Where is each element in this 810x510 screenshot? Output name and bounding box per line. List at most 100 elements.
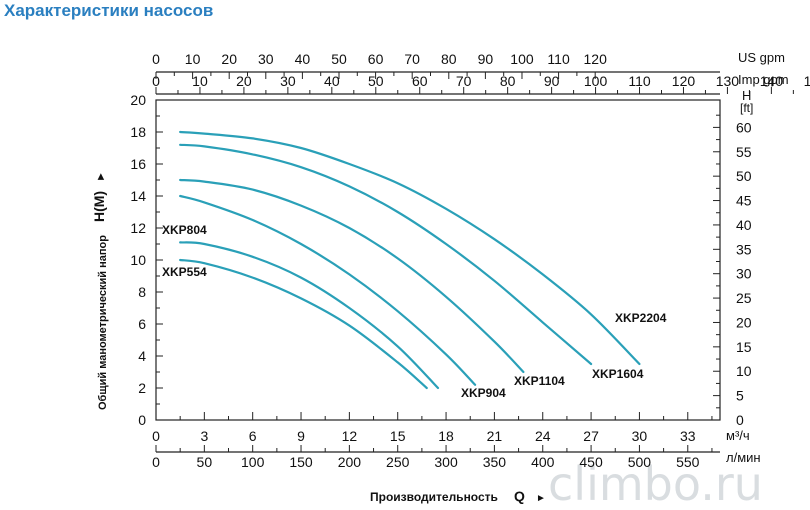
curve-xkp904 <box>179 194 477 386</box>
x-tick-label-impgpm: 150 <box>804 73 810 89</box>
x-tick-label-m3h: 6 <box>249 428 257 444</box>
x-tick-label-impgpm: 90 <box>544 73 560 89</box>
y-tick-label-ft: 35 <box>736 241 752 257</box>
curve-labels-layer: XKP554 XKP804 XKP904 XKP1104 XKP1604 XKP2204 <box>162 223 667 400</box>
y-tick-label-ft: 40 <box>736 217 752 233</box>
x-tick-label-impgpm: 100 <box>584 73 608 89</box>
curve-xkp554 <box>179 258 428 390</box>
y-axis-symbol: H(M) <box>91 191 107 222</box>
curve-xkp2204 <box>179 130 641 366</box>
top-unit-usgpm: US gpm <box>738 50 785 65</box>
x-tick-label-lmin: 0 <box>152 454 160 470</box>
x-tick-label-impgpm: 60 <box>412 73 428 89</box>
x-tick-label-usgpm: 80 <box>441 51 457 67</box>
x-axis-arrow-icon: ► <box>536 493 546 504</box>
bottom-unit-m3h: м³/ч <box>726 428 750 443</box>
y-tick-label-ft: 25 <box>736 290 752 306</box>
x-tick-label-impgpm: 120 <box>672 73 696 89</box>
x-tick-label-usgpm: 110 <box>547 51 570 67</box>
x-tick-label-m3h: 9 <box>297 428 305 444</box>
x-tick-label-lmin: 400 <box>531 454 555 470</box>
x-tick-label-impgpm: 0 <box>152 73 160 89</box>
y-tick-label-ft: 20 <box>736 314 752 330</box>
right-unit-ft: [ft] <box>740 101 753 115</box>
x-tick-label-impgpm: 40 <box>324 73 340 89</box>
x-tick-label-lmin: 250 <box>386 454 410 470</box>
x-tick-label-m3h: 30 <box>632 428 648 444</box>
x-tick-label-usgpm: 10 <box>185 51 201 67</box>
x-tick-label-usgpm: 90 <box>478 51 494 67</box>
x-tick-label-lmin: 50 <box>197 454 213 470</box>
x-tick-label-usgpm: 100 <box>510 51 534 67</box>
x-tick-label-usgpm: 20 <box>221 51 237 67</box>
watermark: climbo.ru <box>548 457 763 510</box>
curve-label-xkp554: XKP554 <box>162 265 207 279</box>
x-tick-label-impgpm: 80 <box>500 73 516 89</box>
y-tick-label-m: 4 <box>138 348 146 364</box>
y-tick-label-ft: 55 <box>736 144 752 160</box>
y-axis-title: Общий манометрический напор <box>97 235 109 410</box>
y-axis-title-group: Общий манометрический напор <box>97 235 109 410</box>
x-tick-label-lmin: 100 <box>241 454 265 470</box>
y-tick-label-ft: 60 <box>736 119 752 135</box>
x-tick-label-impgpm: 10 <box>192 73 208 89</box>
x-tick-label-m3h: 33 <box>680 428 696 444</box>
x-tick-label-m3h: 18 <box>438 428 454 444</box>
x-tick-label-usgpm: 70 <box>404 51 420 67</box>
curve-label-xkp2204: XKP2204 <box>615 311 667 325</box>
curve-label-xkp904: XKP904 <box>461 386 506 400</box>
x-tick-label-lmin: 200 <box>338 454 362 470</box>
y-tick-label-ft: 10 <box>736 363 752 379</box>
x-tick-label-lmin: 550 <box>676 454 700 470</box>
y-tick-label-m: 20 <box>130 92 146 108</box>
x-tick-label-usgpm: 40 <box>295 51 311 67</box>
x-tick-label-impgpm: 110 <box>628 73 651 89</box>
x-tick-label-usgpm: 120 <box>584 51 608 67</box>
curve-xkp1604 <box>179 143 593 366</box>
y-tick-label-ft: 30 <box>736 266 752 282</box>
y-tick-label-ft: 0 <box>736 412 744 428</box>
x-tick-label-lmin: 150 <box>289 454 313 470</box>
curve-label-xkp1604: XKP1604 <box>592 367 644 381</box>
y-tick-label-ft: 45 <box>736 193 752 209</box>
y-tick-label-m: 2 <box>138 380 146 396</box>
y-tick-label-m: 0 <box>138 412 146 428</box>
y-tick-label-m: 10 <box>130 252 146 268</box>
top-unit-impgpm: Imp gpm <box>738 72 789 87</box>
page-heading: Характеристики насосов <box>4 1 214 20</box>
y-tick-label-m: 14 <box>130 188 146 204</box>
x-tick-label-impgpm: 50 <box>368 73 384 89</box>
x-axis-title: Производительность <box>370 490 498 504</box>
curves-layer <box>179 130 641 390</box>
x-tick-label-impgpm: 140 <box>760 73 784 89</box>
y-tick-label-m: 16 <box>130 156 146 172</box>
x-tick-label-m3h: 27 <box>583 428 599 444</box>
y-tick-label-ft: 15 <box>736 339 752 355</box>
y-tick-label-m: 18 <box>130 124 146 140</box>
x-tick-label-usgpm: 30 <box>258 51 274 67</box>
right-unit-h: H <box>742 88 751 103</box>
curve-xkp1104 <box>179 178 525 374</box>
x-tick-label-impgpm: 20 <box>236 73 252 89</box>
y-axis-symbol-group: H(M) ► <box>91 171 107 222</box>
x-tick-label-m3h: 15 <box>390 428 406 444</box>
x-tick-label-m3h: 3 <box>200 428 208 444</box>
curve-label-xkp1104: XKP1104 <box>514 374 565 388</box>
bottom-unit-lmin: л/мин <box>726 450 761 465</box>
y-tick-label-m: 8 <box>138 284 146 300</box>
y-tick-label-m: 12 <box>130 220 146 236</box>
x-tick-label-usgpm: 50 <box>331 51 347 67</box>
x-axis-symbol: Q <box>514 488 525 504</box>
x-tick-label-m3h: 21 <box>487 428 503 444</box>
x-tick-label-m3h: 0 <box>152 428 160 444</box>
curve-label-xkp804: XKP804 <box>162 223 207 237</box>
y-tick-label-ft: 5 <box>736 388 744 404</box>
y-tick-label-m: 6 <box>138 316 146 332</box>
x-tick-label-lmin: 350 <box>483 454 507 470</box>
x-tick-label-m3h: 12 <box>342 428 358 444</box>
x-tick-label-lmin: 500 <box>628 454 652 470</box>
x-tick-label-impgpm: 30 <box>280 73 296 89</box>
x-tick-label-lmin: 300 <box>434 454 458 470</box>
x-tick-label-lmin: 450 <box>579 454 603 470</box>
